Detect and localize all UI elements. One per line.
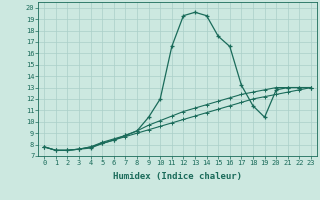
X-axis label: Humidex (Indice chaleur): Humidex (Indice chaleur)	[113, 172, 242, 181]
